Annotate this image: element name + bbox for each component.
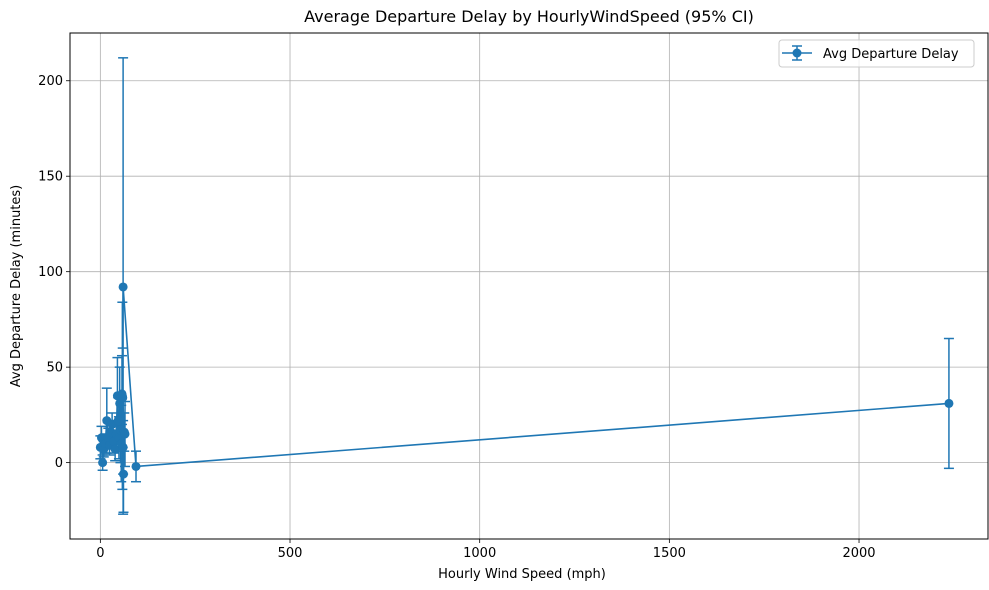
y-tick-label: 150 [38, 170, 63, 185]
x-tick-label: 2000 [842, 546, 875, 561]
data-point [120, 429, 130, 439]
plot-area [95, 57, 954, 515]
data-point [117, 391, 127, 401]
data-point [110, 444, 120, 454]
grid-lines [70, 33, 988, 539]
y-tick-label: 0 [55, 456, 63, 471]
x-tick-label: 1000 [463, 546, 496, 561]
data-point [118, 469, 128, 479]
data-point [113, 416, 123, 426]
x-axis-label: Hourly Wind Speed (mph) [438, 567, 606, 582]
axes-frame [69, 32, 989, 540]
data-point [118, 442, 128, 452]
y-tick-label: 50 [46, 361, 63, 376]
y-tick-label: 200 [38, 74, 63, 89]
x-tick-label: 0 [96, 546, 104, 561]
data-point [131, 461, 141, 471]
x-tick-label: 1500 [653, 546, 686, 561]
legend-dot [792, 48, 802, 58]
x-axis-ticks: 0 500 1000 1500 2000 [96, 539, 876, 561]
data-point [944, 398, 954, 408]
x-tick-label: 500 [278, 546, 303, 561]
legend-box [778, 39, 975, 68]
legend-label: Avg Departure Delay [823, 47, 959, 62]
y-axis-ticks: 0 50 100 150 200 [38, 74, 70, 471]
legend-marker [782, 45, 812, 61]
data-point [118, 282, 128, 292]
y-axis-label: Avg Departure Delay (minutes) [9, 185, 24, 387]
data-point [98, 458, 108, 468]
y-tick-label: 100 [38, 265, 63, 280]
legend: Avg Departure Delay [778, 39, 975, 68]
chart-title: Average Departure Delay by HourlyWindSpe… [304, 7, 754, 26]
